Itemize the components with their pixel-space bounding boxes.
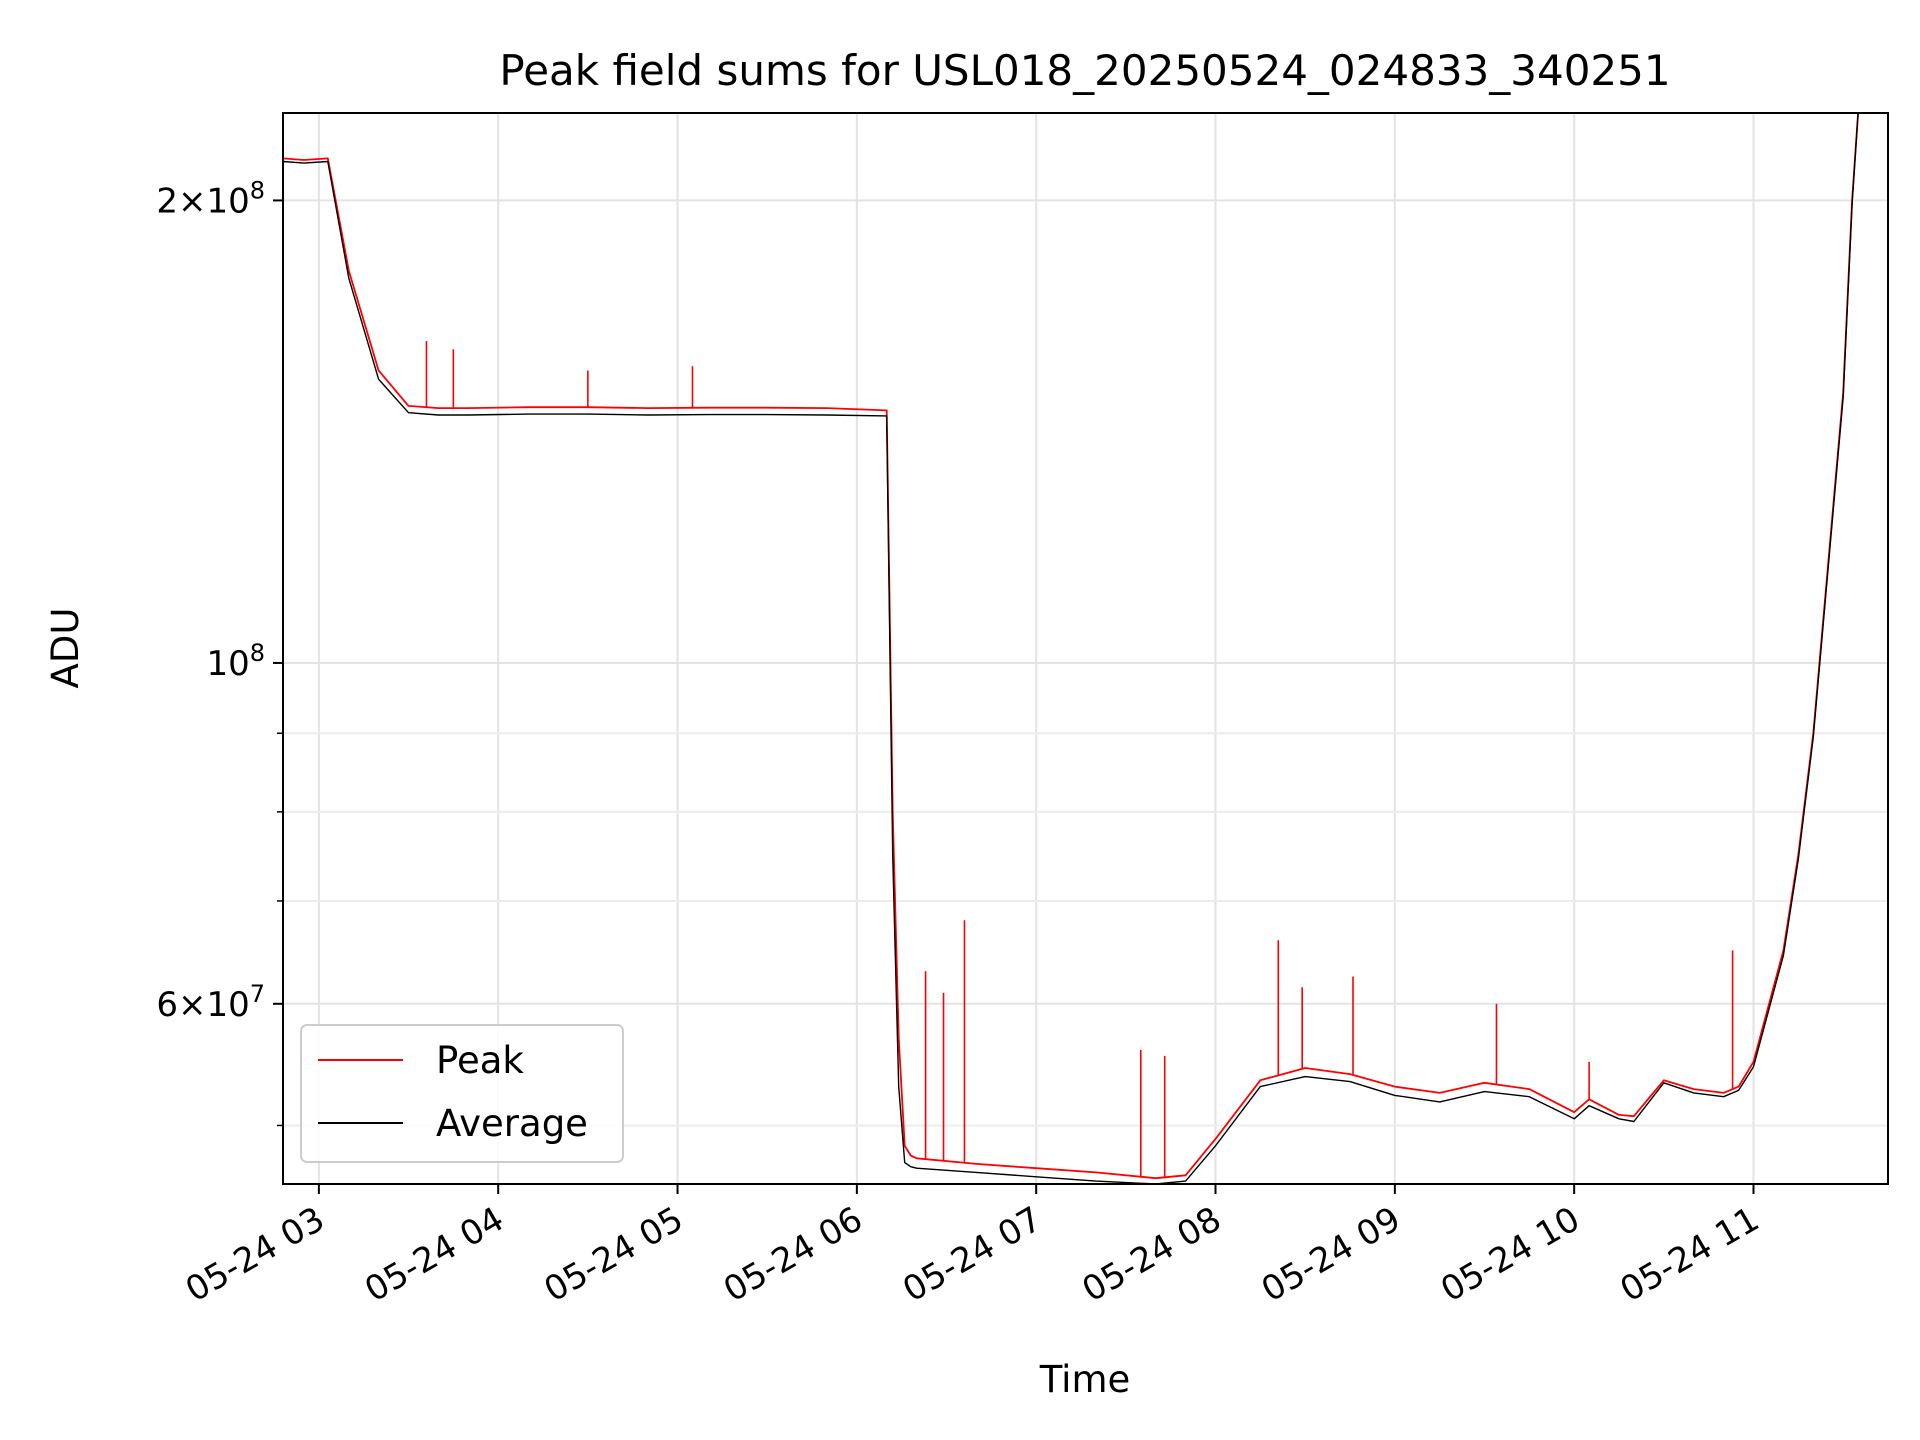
y-axis-label: ADU bbox=[44, 608, 87, 689]
legend-label-peak: Peak bbox=[436, 1039, 524, 1082]
series-line-peak bbox=[283, 113, 1859, 1180]
y-tick-label: 108 bbox=[206, 639, 265, 684]
series-group bbox=[283, 113, 1859, 1184]
series-line-average bbox=[283, 113, 1859, 1184]
legend: Peak Average bbox=[300, 1024, 624, 1163]
series-layer bbox=[283, 113, 1859, 1184]
y-tick-label: 6×107 bbox=[156, 980, 265, 1025]
chart-title: Peak field sums for USL018_20250524_0248… bbox=[499, 46, 1670, 95]
y-tick-label: 2×108 bbox=[156, 176, 265, 221]
plot-frame bbox=[282, 112, 1889, 1185]
x-axis-label: Time bbox=[1039, 1358, 1131, 1401]
y-axis: 2×108 108 6×107 bbox=[156, 176, 283, 1127]
grid-lines bbox=[283, 113, 1888, 1184]
legend-label-average: Average bbox=[436, 1102, 588, 1145]
